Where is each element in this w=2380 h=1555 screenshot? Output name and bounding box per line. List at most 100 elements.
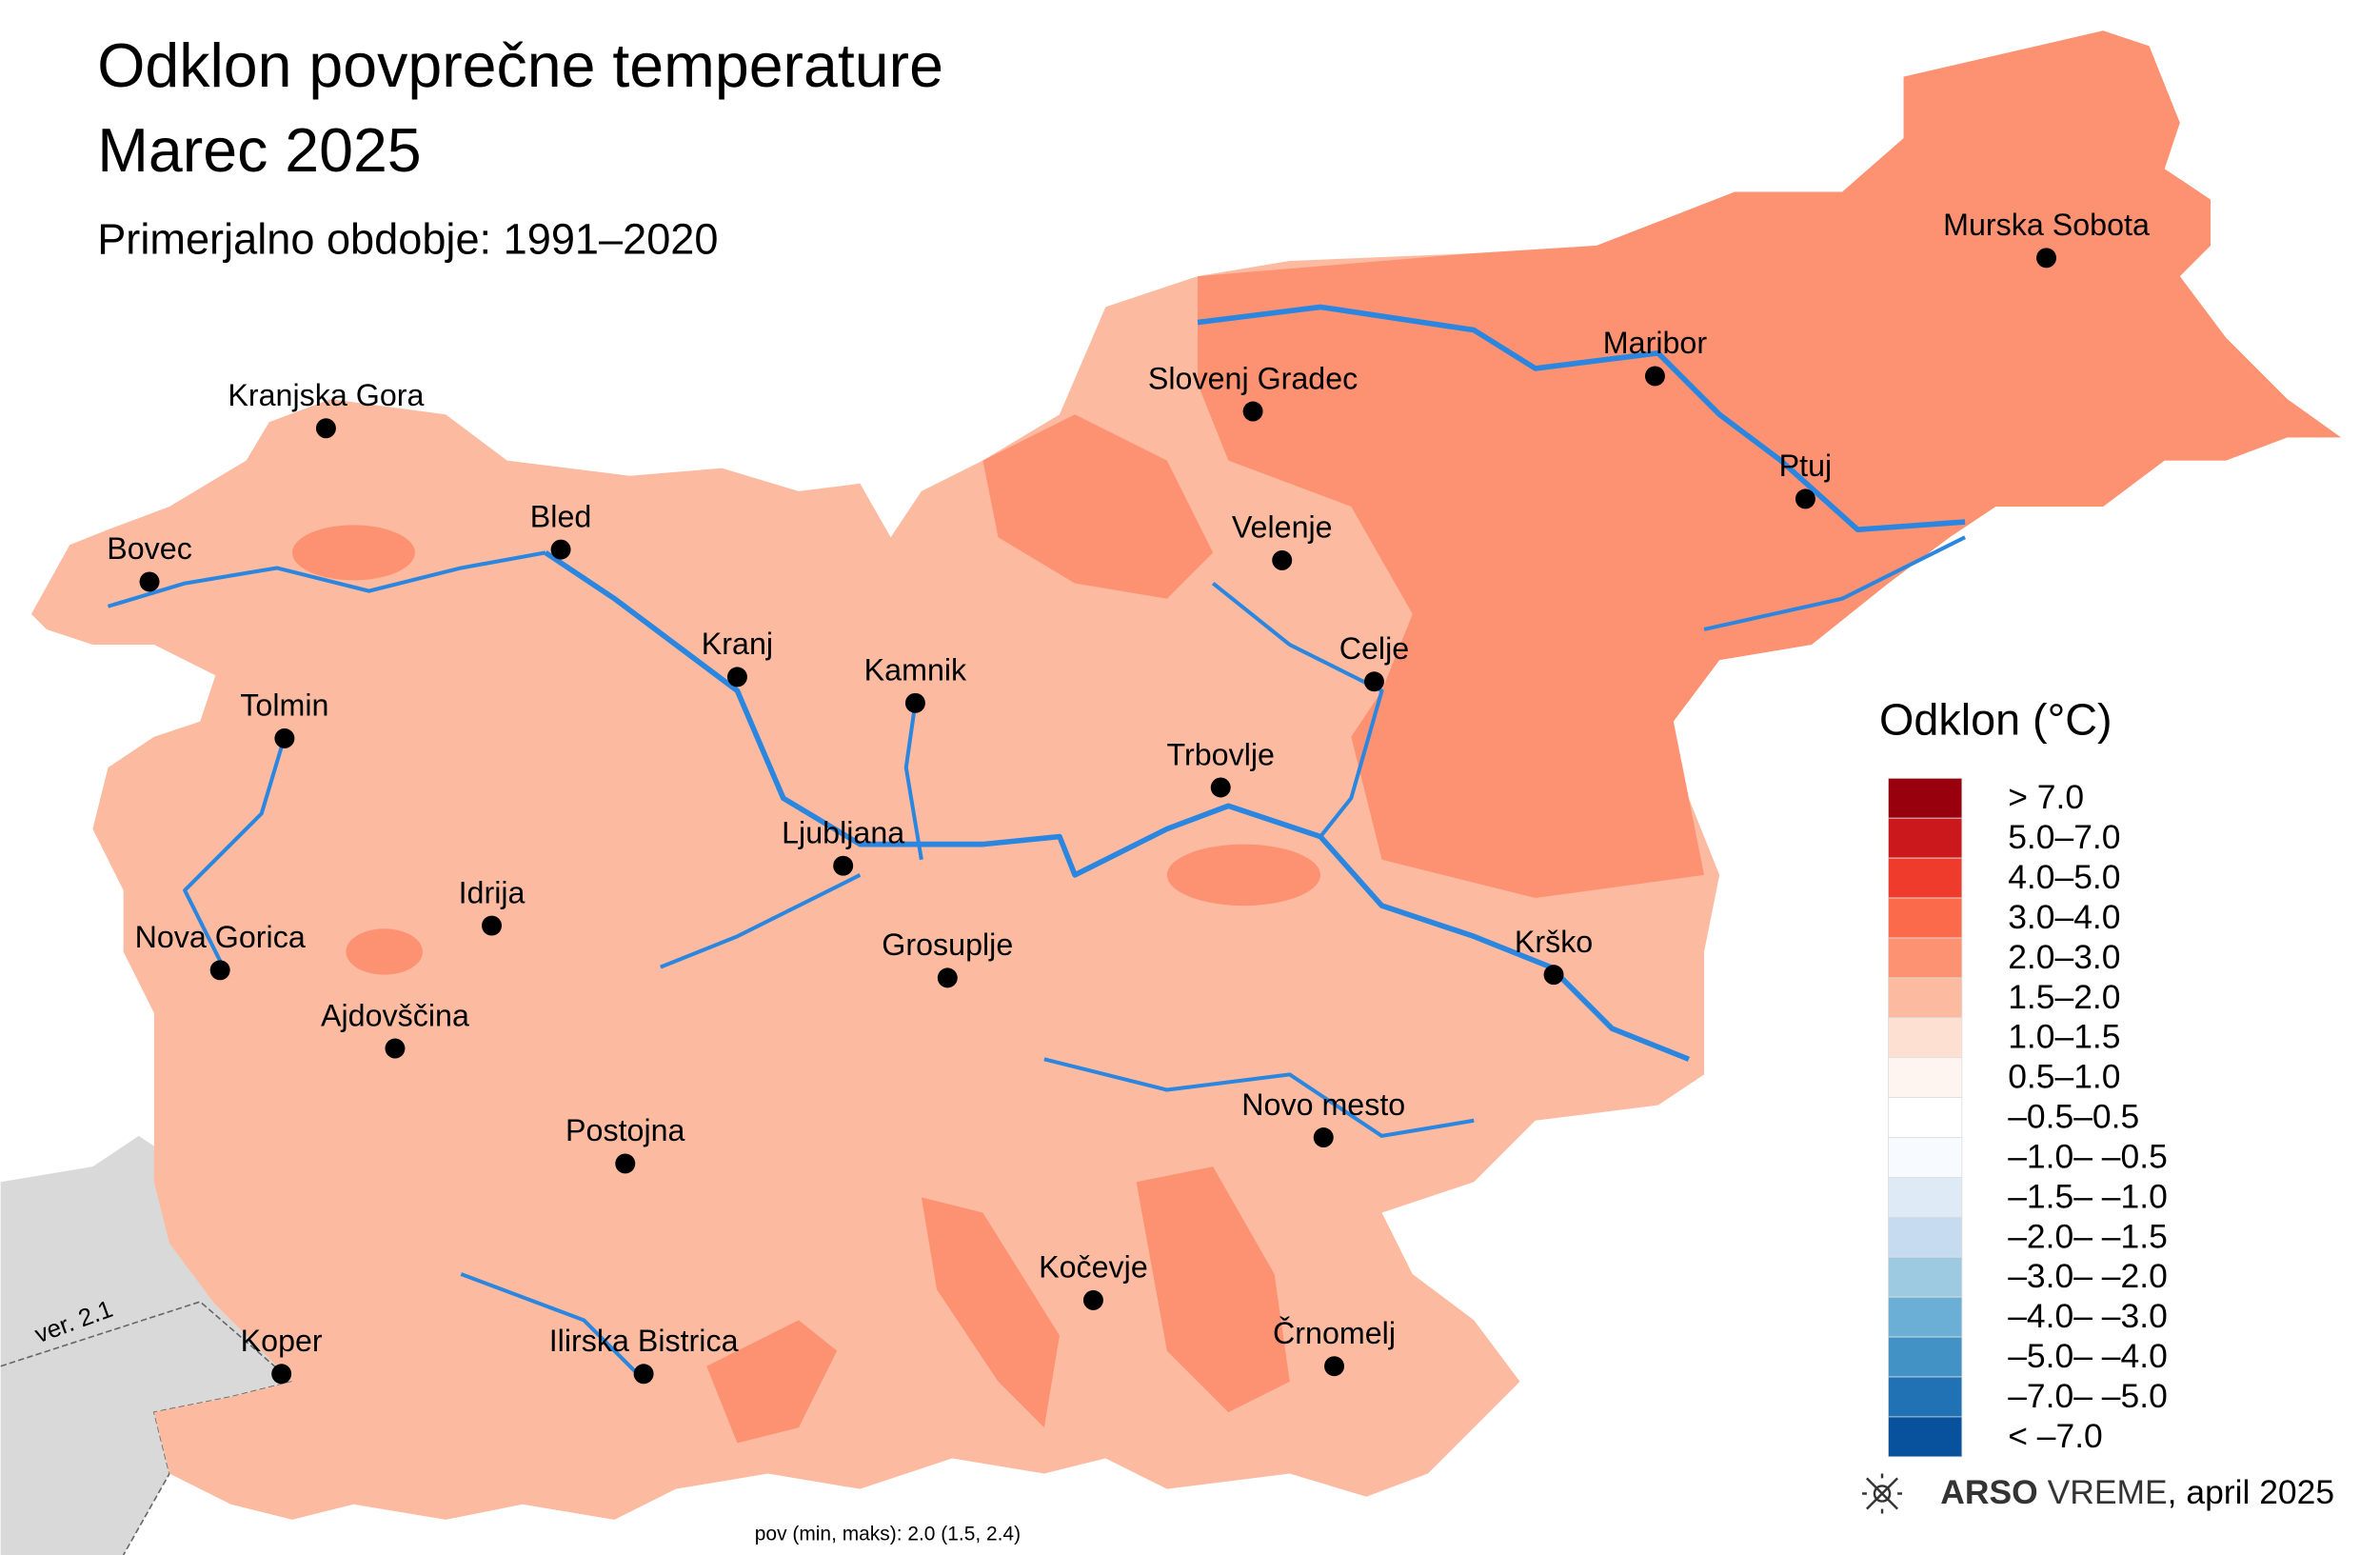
legend-label: –7.0– –5.0 — [2008, 1377, 2168, 1415]
legend-swatch — [1888, 897, 1963, 939]
city-label: Celje — [1339, 631, 1409, 666]
legend-label: –5.0– –4.0 — [2008, 1337, 2168, 1375]
legend-label: > 7.0 — [2008, 778, 2084, 816]
legend-label: 5.0–7.0 — [2008, 818, 2120, 856]
legend-label: –2.0– –1.5 — [2008, 1217, 2168, 1255]
legend-swatch — [1888, 777, 1963, 819]
credit-text: ARSO VREME, april 2025 — [1940, 1473, 2334, 1511]
city-dot — [1210, 777, 1231, 798]
legend-label: 1.5–2.0 — [2008, 978, 2120, 1016]
city-label: Slovenj Gradec — [1148, 361, 1358, 395]
legend-title: Odklon (°C) — [1879, 695, 2112, 745]
city-dot — [2036, 248, 2056, 269]
city-dot — [1272, 549, 1293, 570]
legend-label: < –7.0 — [2008, 1417, 2103, 1455]
logo-icon — [1862, 1473, 1902, 1514]
legend-swatch — [1888, 937, 1963, 979]
legend-label: 1.0–1.5 — [2008, 1018, 2120, 1056]
legend-swatch — [1888, 977, 1963, 1019]
legend-swatch — [1888, 1017, 1963, 1059]
city-label: Kamnik — [864, 653, 967, 688]
city-dot — [1242, 401, 1263, 422]
city-dot — [833, 855, 854, 876]
city-dot — [633, 1364, 654, 1385]
legend-label: –0.5–0.5 — [2008, 1098, 2139, 1136]
city-dot — [209, 960, 230, 981]
legend-label: 3.0–4.0 — [2008, 898, 2120, 936]
city-label: Ptuj — [1779, 449, 1833, 483]
city-label: Nova Gorica — [135, 920, 306, 954]
city-label: Koper — [241, 1324, 323, 1358]
city-dot — [1644, 366, 1665, 387]
city-label: Velenje — [1232, 510, 1333, 545]
title-line: Marec 2025 — [97, 116, 421, 185]
city-dot — [1543, 965, 1564, 986]
city-dot — [937, 967, 958, 988]
city-dot — [1082, 1289, 1103, 1310]
city-dot — [1324, 1356, 1345, 1377]
legend-swatch — [1888, 1256, 1963, 1298]
city-dot — [482, 915, 502, 936]
city-dot — [1313, 1127, 1334, 1148]
credit: ARSO VREME, april 2025 — [1862, 1473, 2334, 1514]
city-label: Črnomelj — [1273, 1316, 1396, 1350]
city-dot — [271, 1364, 292, 1385]
city-label: Ilirska Bistrica — [549, 1324, 739, 1358]
city-label: Krško — [1515, 925, 1593, 959]
city-label: Postojna — [565, 1113, 685, 1147]
city-dot — [1363, 671, 1384, 692]
city-label: Kočevje — [1039, 1250, 1148, 1285]
legend-swatch — [1888, 1216, 1963, 1258]
city-dot — [274, 728, 295, 748]
city-dot — [1795, 488, 1815, 509]
city-label: Tolmin — [240, 688, 328, 723]
brand: ARSO — [1940, 1473, 2037, 1511]
city-dot — [904, 692, 925, 713]
city-label: Grosuplje — [882, 927, 1013, 962]
legend: > 7.05.0–7.04.0–5.03.0–4.02.0–3.01.5–2.0… — [1888, 777, 2168, 1458]
legend-swatch — [1888, 1057, 1963, 1099]
legend-label: –1.5– –1.0 — [2008, 1177, 2168, 1215]
legend-label: –4.0– –3.0 — [2008, 1297, 2168, 1335]
city-dot — [615, 1153, 636, 1174]
legend-swatch — [1888, 1097, 1963, 1138]
city-label: Idrija — [459, 875, 526, 909]
legend-swatch — [1888, 1137, 1963, 1178]
city-label: Bled — [530, 499, 592, 533]
legend-swatch — [1888, 1177, 1963, 1218]
city-label: Trbovlje — [1167, 737, 1275, 771]
city-dot — [315, 418, 336, 439]
legend-label: 4.0–5.0 — [2008, 858, 2120, 896]
city-label: Ajdovščina — [321, 998, 469, 1032]
legend-swatch — [1888, 1416, 1963, 1458]
city-dot — [726, 667, 747, 688]
product: VREME — [2038, 1473, 2168, 1511]
city-label: Novo mesto — [1241, 1087, 1405, 1122]
city-dot — [385, 1038, 406, 1059]
subtitle: Primerjalno obdobje: 1991–2020 — [97, 215, 718, 264]
city-dot — [139, 571, 160, 592]
stats-note: pov (min, maks): 2.0 (1.5, 2.4) — [755, 1524, 1021, 1545]
title-line: Odklon povprečne temperature — [97, 31, 943, 100]
date: , april 2025 — [2168, 1473, 2334, 1511]
cities: Murska Sobota Maribor Slovenj Gradec Ptuj Ve… — [107, 208, 2150, 1385]
city-label: Bovec — [107, 531, 192, 566]
legend-swatch — [1888, 857, 1963, 899]
city-label: Murska Sobota — [1943, 208, 2150, 242]
legend-swatch — [1888, 817, 1963, 859]
legend-label: –1.0– –0.5 — [2008, 1137, 2168, 1175]
legend-swatch — [1888, 1376, 1963, 1418]
legend-swatch — [1888, 1296, 1963, 1338]
legend-label: 0.5–1.0 — [2008, 1058, 2120, 1096]
legend-swatch — [1888, 1336, 1963, 1378]
legend-label: 2.0–3.0 — [2008, 938, 2120, 976]
city-label: Ljubljana — [782, 815, 904, 849]
rivers — [107, 304, 1966, 1384]
warmer-areas — [291, 30, 2342, 1444]
city-label: Kranjska Gora — [228, 378, 424, 412]
city-label: Kranj — [702, 627, 773, 661]
city-label: Maribor — [1603, 326, 1708, 360]
city-dot — [550, 539, 571, 560]
legend-label: –3.0– –2.0 — [2008, 1257, 2168, 1295]
